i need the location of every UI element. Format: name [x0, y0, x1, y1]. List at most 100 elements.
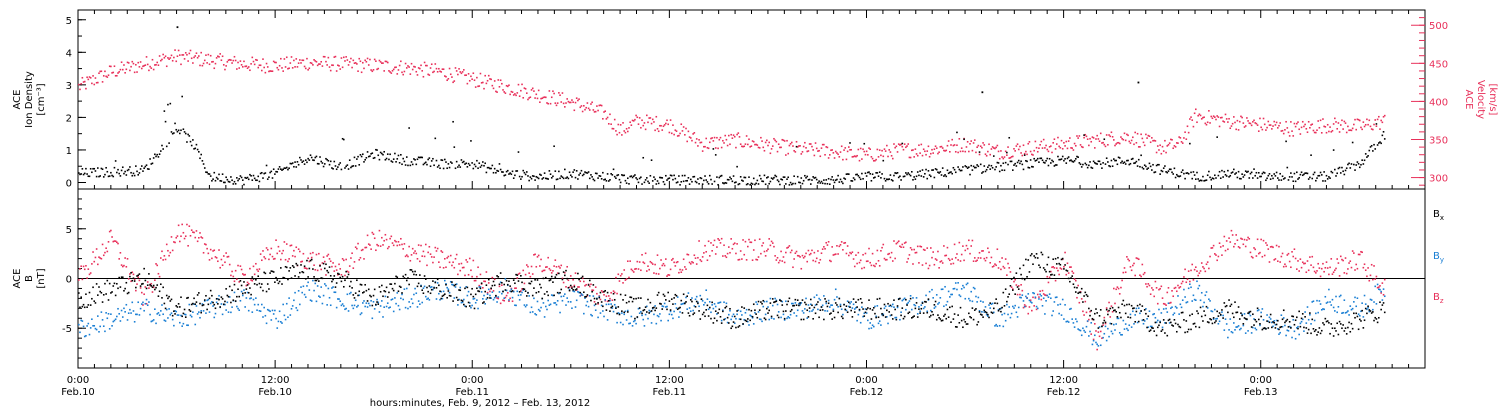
- bfield-z-point: [1376, 276, 1378, 278]
- velocity-point: [221, 59, 223, 61]
- velocity-point: [152, 59, 154, 61]
- density-point: [652, 180, 654, 182]
- bfield-y-point: [905, 309, 907, 311]
- density-point: [762, 181, 764, 183]
- bfield-y-point: [1096, 343, 1098, 345]
- bfield-y-point: [524, 304, 526, 306]
- density-point: [778, 181, 780, 183]
- bfield-y-point: [525, 306, 527, 308]
- bfield-z-point: [550, 269, 552, 271]
- bfield-x-point: [266, 291, 268, 293]
- velocity-point: [470, 76, 472, 78]
- bfield-z-point: [1033, 305, 1035, 307]
- density-point: [818, 180, 820, 182]
- bfield-z-point: [1010, 271, 1012, 273]
- density-point: [1101, 167, 1103, 169]
- velocity-point: [1165, 152, 1167, 154]
- velocity-point: [426, 65, 428, 67]
- bfield-x-point: [268, 288, 270, 290]
- bfield-y-point: [198, 311, 200, 313]
- bfield-y-point: [429, 299, 431, 301]
- bfield-y-point: [79, 332, 81, 334]
- velocity-point: [653, 121, 655, 123]
- bfield-z-point: [704, 245, 706, 247]
- bfield-z-point: [280, 259, 282, 261]
- bfield-x-point: [345, 271, 347, 273]
- bfield-z-point: [812, 260, 814, 262]
- density-point: [1265, 179, 1267, 181]
- velocity-point: [186, 54, 188, 56]
- density-point: [1270, 178, 1272, 180]
- bfield-z-point: [254, 274, 256, 276]
- bfield-z-point: [802, 255, 804, 257]
- bfield-z-point: [1071, 271, 1073, 273]
- bfield-x-point: [488, 279, 490, 281]
- bfield-y-point: [689, 307, 691, 309]
- velocity-point: [998, 151, 1000, 153]
- bfield-y-point: [266, 323, 268, 325]
- bfield-x-point: [133, 277, 135, 279]
- bfield-z-point: [1320, 276, 1322, 278]
- bfield-z-point: [1345, 257, 1347, 259]
- density-point: [571, 176, 573, 178]
- bfield-y-point: [1018, 307, 1020, 309]
- bfield-y-point: [248, 310, 250, 312]
- velocity-point: [1012, 156, 1014, 158]
- bfield-x-point: [667, 292, 669, 294]
- density-point: [677, 181, 679, 183]
- bfield-y-point: [372, 317, 374, 319]
- bfield-x-point: [560, 289, 562, 291]
- velocity-point: [768, 142, 770, 144]
- density-point: [1237, 177, 1239, 179]
- velocity-point: [949, 151, 951, 153]
- bfield-x-point: [212, 302, 214, 304]
- velocity-point: [104, 71, 106, 73]
- bfield-z-point: [404, 243, 406, 245]
- density-point: [316, 156, 318, 158]
- bfield-z-point: [729, 252, 731, 254]
- bfield-y-point: [107, 317, 109, 319]
- velocity-point: [234, 56, 236, 58]
- bfield-y-point: [1355, 305, 1357, 307]
- bfield-z-point: [362, 249, 364, 251]
- bfield-y-point: [762, 306, 764, 308]
- bfield-y-point: [658, 316, 660, 318]
- velocity-point: [626, 128, 628, 130]
- density-point: [972, 169, 974, 171]
- density-point: [1062, 156, 1064, 158]
- bfield-z-point: [639, 261, 641, 263]
- density-point: [1224, 171, 1226, 173]
- velocity-point: [934, 148, 936, 150]
- bfield-y-point: [1002, 326, 1004, 328]
- bfield-z-point: [963, 260, 965, 262]
- velocity-point: [563, 103, 565, 105]
- density-point: [888, 178, 890, 180]
- bfield-y-point: [400, 298, 402, 300]
- bfield-x-point: [518, 280, 520, 282]
- bfield-x-point: [291, 277, 293, 279]
- bfield-y-point: [812, 309, 814, 311]
- bfield-x-point: [406, 280, 408, 282]
- velocity-point: [1077, 137, 1079, 139]
- velocity-point: [723, 142, 725, 144]
- density-point: [688, 177, 690, 179]
- bfield-z-point: [223, 255, 225, 257]
- bfield-z-point: [310, 253, 312, 255]
- bfield-z-point: [913, 249, 915, 251]
- velocity-point: [913, 156, 915, 158]
- density-point: [581, 170, 583, 172]
- density-point: [1300, 174, 1302, 176]
- bfield-x-point: [180, 296, 182, 298]
- bfield-z-point: [549, 268, 551, 270]
- velocity-point: [1134, 132, 1136, 134]
- bfield-z-point: [777, 257, 779, 259]
- velocity-point: [1161, 153, 1163, 155]
- density-point: [871, 180, 873, 182]
- velocity-point: [512, 91, 514, 93]
- bfield-x-point: [156, 284, 158, 286]
- bfield-y-point: [300, 286, 302, 288]
- velocity-point: [745, 143, 747, 145]
- density-point: [114, 167, 116, 169]
- velocity-point: [433, 71, 435, 73]
- bfield-z-point: [684, 266, 686, 268]
